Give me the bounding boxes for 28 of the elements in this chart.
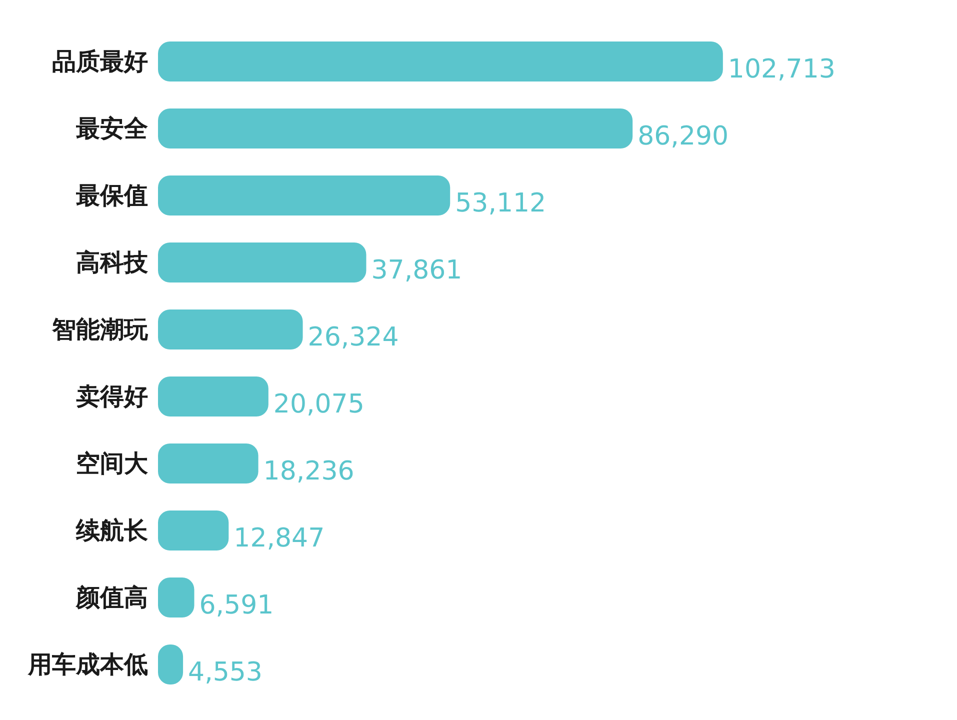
bar bbox=[158, 108, 633, 148]
bar bbox=[158, 376, 268, 416]
y-tick-label: 品质最好 bbox=[52, 48, 148, 76]
y-tick-label: 最安全 bbox=[75, 114, 149, 142]
data-label: 18,236 bbox=[263, 456, 354, 486]
bar bbox=[158, 310, 303, 350]
bar bbox=[158, 444, 258, 484]
data-label: 4,553 bbox=[188, 658, 262, 688]
data-label: 12,847 bbox=[234, 524, 325, 554]
data-label: 6,591 bbox=[199, 590, 274, 620]
y-tick-label: 用车成本低 bbox=[27, 650, 148, 678]
y-tick-label: 卖得好 bbox=[76, 382, 148, 410]
data-label: 53,112 bbox=[455, 188, 546, 218]
data-label: 102,713 bbox=[728, 54, 836, 84]
bar bbox=[158, 510, 229, 550]
data-label: 20,075 bbox=[273, 390, 364, 420]
data-label: 86,290 bbox=[638, 122, 729, 152]
y-tick-label: 颜值高 bbox=[75, 584, 148, 612]
bar bbox=[158, 242, 366, 282]
data-label: 26,324 bbox=[308, 322, 399, 352]
data-label: 37,861 bbox=[371, 256, 462, 286]
bar bbox=[158, 176, 450, 216]
y-tick-label: 续航长 bbox=[75, 516, 148, 544]
y-tick-label: 空间大 bbox=[76, 450, 149, 478]
bar bbox=[158, 42, 723, 82]
y-tick-label: 高科技 bbox=[76, 248, 149, 276]
y-tick-label: 智能潮玩 bbox=[51, 316, 149, 344]
y-tick-label: 最保值 bbox=[75, 182, 148, 210]
